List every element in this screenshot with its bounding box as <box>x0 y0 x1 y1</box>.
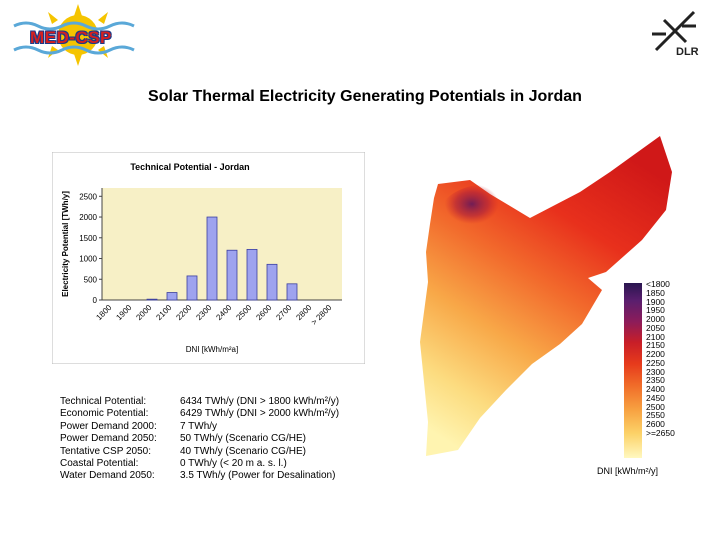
legend-tick-label: 1950 <box>646 305 665 316</box>
info-label: Water Demand 2050: <box>60 470 155 482</box>
legend-tick-label: >=2650 <box>646 427 675 438</box>
bar <box>226 249 238 301</box>
med-csp-logo-text: MED-CSP <box>30 28 112 47</box>
legend-tick-label: 2400 <box>646 384 665 394</box>
chart-title: Technical Potential - Jordan <box>130 162 249 172</box>
dlr-logo-icon <box>652 10 696 52</box>
plot-area <box>102 188 342 300</box>
info-label: Power Demand 2050: <box>60 433 157 445</box>
legend-tick-label: 2350 <box>646 375 665 386</box>
y-tick-label: 500 <box>84 275 98 284</box>
y-tick-label: 1500 <box>79 234 97 243</box>
med-csp-logo: MED-CSP <box>8 4 148 66</box>
info-values: 6434 TWh/y (DNI > 1800 kWh/m²/y) 6429 TWh… <box>180 396 339 483</box>
legend-tick-label: 2100 <box>646 331 665 342</box>
technical-potential-chart: Technical Potential - Jordan 0 500 1000 1500… <box>51 151 366 365</box>
info-value: 40 TWh/y (Scenario CG/HE) <box>180 445 306 457</box>
sun-logo-icon <box>13 4 135 66</box>
legend-tick-label: 2150 <box>646 340 665 351</box>
y-tick-label: 1000 <box>79 255 97 264</box>
dni-legend-caption: DNI [kWh/m²/y] <box>597 466 658 476</box>
legend-tick-label: 2450 <box>646 392 665 403</box>
northwest-low-dni-zone <box>434 184 542 264</box>
info-value: 3.5 TWh/y (Power for Desalination) <box>180 470 336 482</box>
info-label: Tentative CSP 2050: <box>60 445 151 457</box>
info-value: 0 TWh/y (< 20 m a. s. l.) <box>180 458 287 470</box>
x-axis-label: DNI [kWh/m²a] <box>186 345 238 354</box>
map-svg <box>420 136 672 456</box>
legend-tick-label: 1850 <box>646 287 665 298</box>
slide-title: Solar Thermal Electricity Generating Pot… <box>148 88 582 105</box>
bar <box>246 248 258 301</box>
legend-tick-label: 2600 <box>646 419 665 429</box>
legend-tick-label: <1800 <box>646 279 670 289</box>
dlr-logo <box>644 8 706 66</box>
jordan-dni-map <box>410 132 700 472</box>
bar <box>146 298 158 301</box>
legend-tick-label: 2300 <box>646 366 665 377</box>
info-value: 7 TWh/y <box>180 420 218 432</box>
info-labels: Technical Potential: Economic Potential: P… <box>60 396 157 483</box>
y-tick-label: 2500 <box>79 192 97 201</box>
dni-color-scale <box>624 283 642 458</box>
legend-tick-label: 2200 <box>646 349 665 359</box>
info-value: 6429 TWh/y (DNI > 2000 kWh/m²/y) <box>180 408 340 420</box>
bar <box>286 283 298 301</box>
bar <box>186 275 198 301</box>
y-tick-label: 2000 <box>79 213 97 222</box>
legend-tick-label: 2550 <box>646 410 665 421</box>
info-label: Coastal Potential: <box>60 458 139 470</box>
legend-tick-label: 2500 <box>646 401 665 412</box>
legend-tick-label: 2250 <box>646 357 665 368</box>
info-value: 50 TWh/y (Scenario CG/HE) <box>180 433 306 445</box>
dlr-logo-text: DLR <box>676 46 699 58</box>
bar-chart-svg: Technical Potential - Jordan 0 500 1000 1500… <box>51 151 366 365</box>
bar <box>266 263 278 301</box>
info-label: Economic Potential: <box>60 408 149 420</box>
legend-tick-label: 2000 <box>646 314 665 324</box>
info-label: Technical Potential: <box>60 396 147 407</box>
legend-tick-label: 2050 <box>646 322 665 333</box>
info-label: Power Demand 2000: <box>60 420 157 432</box>
bar <box>166 292 178 301</box>
bar <box>206 216 218 301</box>
y-tick-label: 0 <box>93 296 98 305</box>
y-axis-label: Electricity Potential [TWh/y] <box>61 191 70 297</box>
legend-tick-label: 1900 <box>646 296 665 307</box>
info-value: 6434 TWh/y (DNI > 1800 kWh/m²/y) <box>180 396 340 407</box>
dni-legend-labels: <1800 1850 1900 1950 2000 2050 2100 2150 2200 225… <box>646 280 675 438</box>
